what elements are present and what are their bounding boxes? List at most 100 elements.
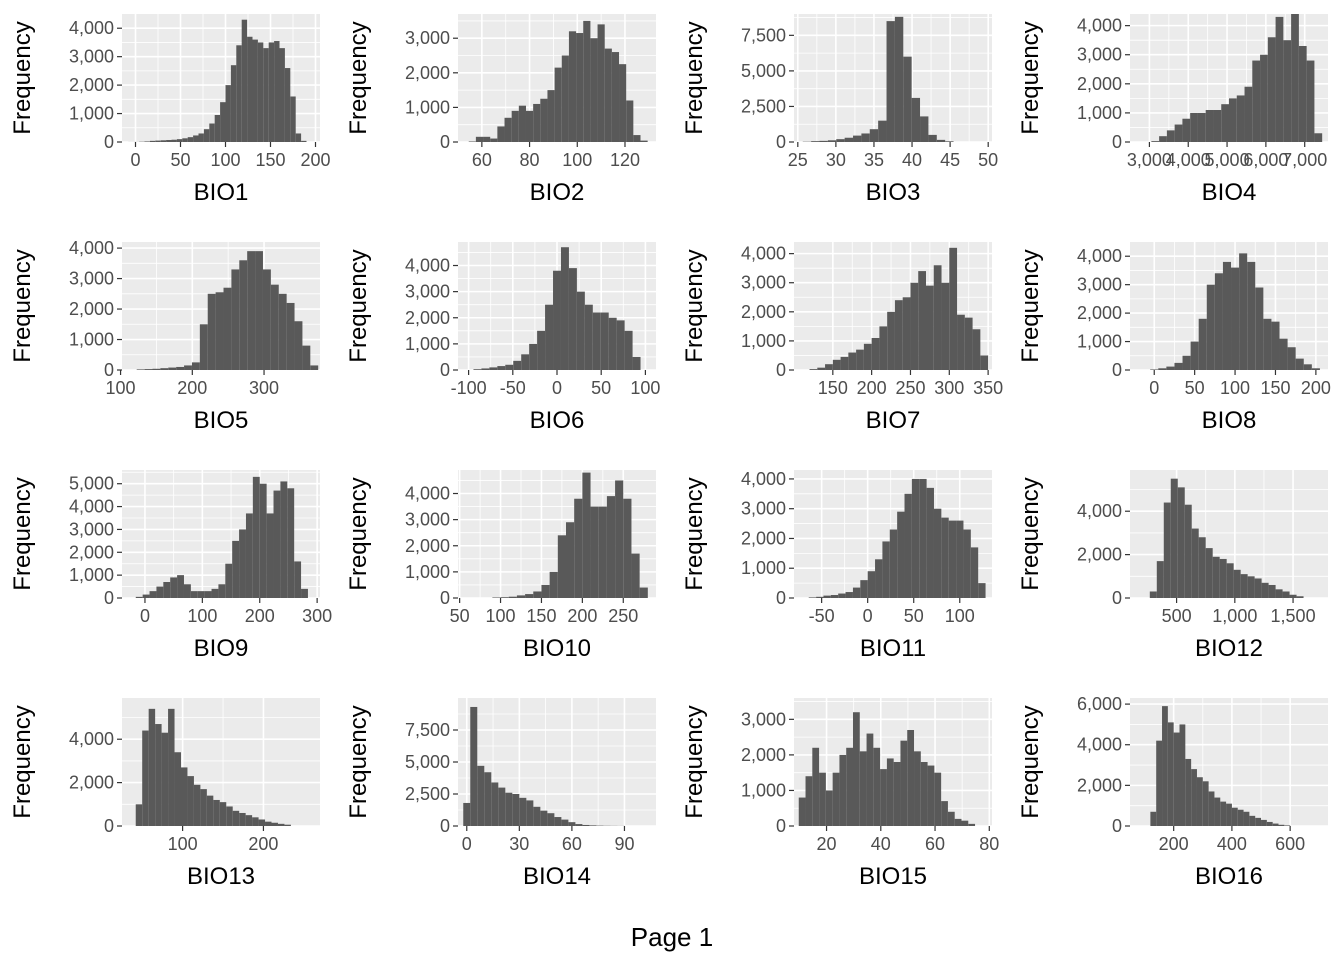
histogram-bar [1314, 133, 1323, 142]
histogram-bar [176, 139, 183, 142]
x-tick-label: 100 [630, 378, 660, 398]
y-tick-label: 4,000 [1077, 735, 1122, 755]
histogram-bar [187, 137, 194, 142]
histogram-bar [894, 300, 903, 370]
histogram-bar [1173, 732, 1180, 826]
y-tick-label: 4,000 [1077, 501, 1122, 521]
histogram-bar [566, 522, 575, 598]
histogram-bar [1150, 811, 1157, 826]
histogram-bar [819, 772, 826, 826]
histogram-bar [294, 561, 302, 598]
x-tick-label: 50 [904, 606, 924, 626]
histogram-bar [1191, 528, 1199, 598]
histogram-bar [504, 117, 512, 142]
histogram-bar [199, 324, 208, 370]
y-tick-label: 6,000 [1077, 694, 1122, 714]
histogram-bar [568, 268, 577, 370]
histogram-bar [148, 708, 156, 826]
histogram-bar [1190, 341, 1199, 370]
histogram-bar [268, 42, 275, 142]
x-axis-title: BIO3 [866, 179, 921, 206]
histogram-bar [936, 139, 946, 142]
y-tick-label: 0 [104, 132, 114, 152]
histogram-bar [174, 752, 181, 826]
y-tick-label: 4,000 [405, 484, 450, 504]
histogram-panel: 60 80 100 120 0 1,000 2,000 3,000 BIO2 Frequency [345, 14, 656, 206]
x-axis-title: BIO13 [187, 863, 255, 890]
x-tick-label: -100 [451, 378, 487, 398]
histogram-bar [557, 535, 566, 598]
histogram-bar [1174, 362, 1183, 370]
histogram-bar [521, 354, 530, 370]
x-tick-label: 100 [1220, 378, 1250, 398]
histogram-bar [191, 362, 200, 370]
histogram-panel: 100 200 300 0 1,000 2,000 3,000 4,000 BIO5 Freque… [9, 238, 320, 434]
x-axis-title: BIO2 [530, 179, 585, 206]
histogram-bar [1233, 569, 1241, 598]
y-tick-label: 1,000 [741, 331, 786, 351]
histogram-bar [1275, 16, 1284, 143]
x-tick-label: 200 [248, 834, 278, 854]
histogram-bar [1295, 358, 1304, 370]
histogram-bar [568, 31, 577, 143]
histogram-bar [972, 329, 981, 370]
y-tick-label: 1,000 [1077, 103, 1122, 123]
histogram-bar [963, 529, 971, 598]
histogram-bar [225, 563, 233, 598]
histogram-bar [1249, 815, 1256, 826]
histogram-bar [274, 41, 280, 143]
histogram-bar [948, 520, 957, 598]
y-axis-title: Frequency [345, 705, 372, 818]
y-tick-label: 2,000 [741, 528, 786, 548]
histogram-bar [525, 594, 534, 598]
histogram-bar [798, 797, 806, 826]
y-tick-label: 7,500 [405, 720, 450, 740]
x-axis-title: BIO16 [1195, 863, 1263, 890]
histogram-bar [941, 282, 950, 370]
histogram-bar [553, 270, 561, 370]
histogram-bar [1261, 582, 1269, 598]
histogram-bar [825, 790, 833, 826]
histogram-bar [310, 365, 319, 370]
y-axis-title: Frequency [9, 477, 36, 590]
histogram-bar [512, 794, 520, 826]
histogram-bar [568, 822, 576, 826]
histogram-bar [215, 292, 224, 370]
histogram-bar [290, 96, 296, 142]
x-tick-label: 60 [925, 834, 945, 854]
x-tick-label: 250 [608, 606, 638, 626]
histogram-bar [1268, 584, 1276, 598]
x-tick-label: 5,000 [1205, 150, 1250, 170]
histogram-bar [144, 141, 150, 142]
histogram-bar [863, 343, 872, 370]
histogram-bar [1252, 60, 1261, 142]
histogram-bar [1266, 821, 1273, 826]
histogram-bar [583, 20, 591, 143]
histogram-bar [894, 16, 904, 142]
histogram-bar [549, 571, 558, 598]
x-tick-label: 50 [1185, 378, 1205, 398]
histogram-bar [259, 483, 267, 598]
x-tick-label: 200 [567, 606, 597, 626]
histogram-bar [525, 110, 534, 142]
histogram-bar [511, 110, 519, 142]
histogram-bar [193, 784, 201, 826]
histogram-bar [1298, 46, 1307, 142]
x-tick-label: 300 [249, 378, 279, 398]
x-tick-label: 3,000 [1127, 150, 1172, 170]
y-tick-label: 2,500 [741, 96, 786, 116]
histogram-bar [918, 271, 926, 370]
histogram-bar [1296, 596, 1304, 598]
histogram-bar [1184, 504, 1192, 598]
histogram-bar [836, 139, 845, 142]
histogram-bar [266, 513, 274, 598]
histogram-bar [1231, 267, 1240, 370]
y-tick-label: 5,000 [741, 61, 786, 81]
y-tick-label: 1,000 [405, 562, 450, 582]
histogram-bar [301, 140, 307, 142]
histogram-bar [1182, 355, 1191, 370]
histogram-bar [220, 102, 226, 142]
y-axis-title: Frequency [9, 705, 36, 818]
histogram-bar [933, 508, 942, 598]
y-tick-label: 2,500 [405, 784, 450, 804]
